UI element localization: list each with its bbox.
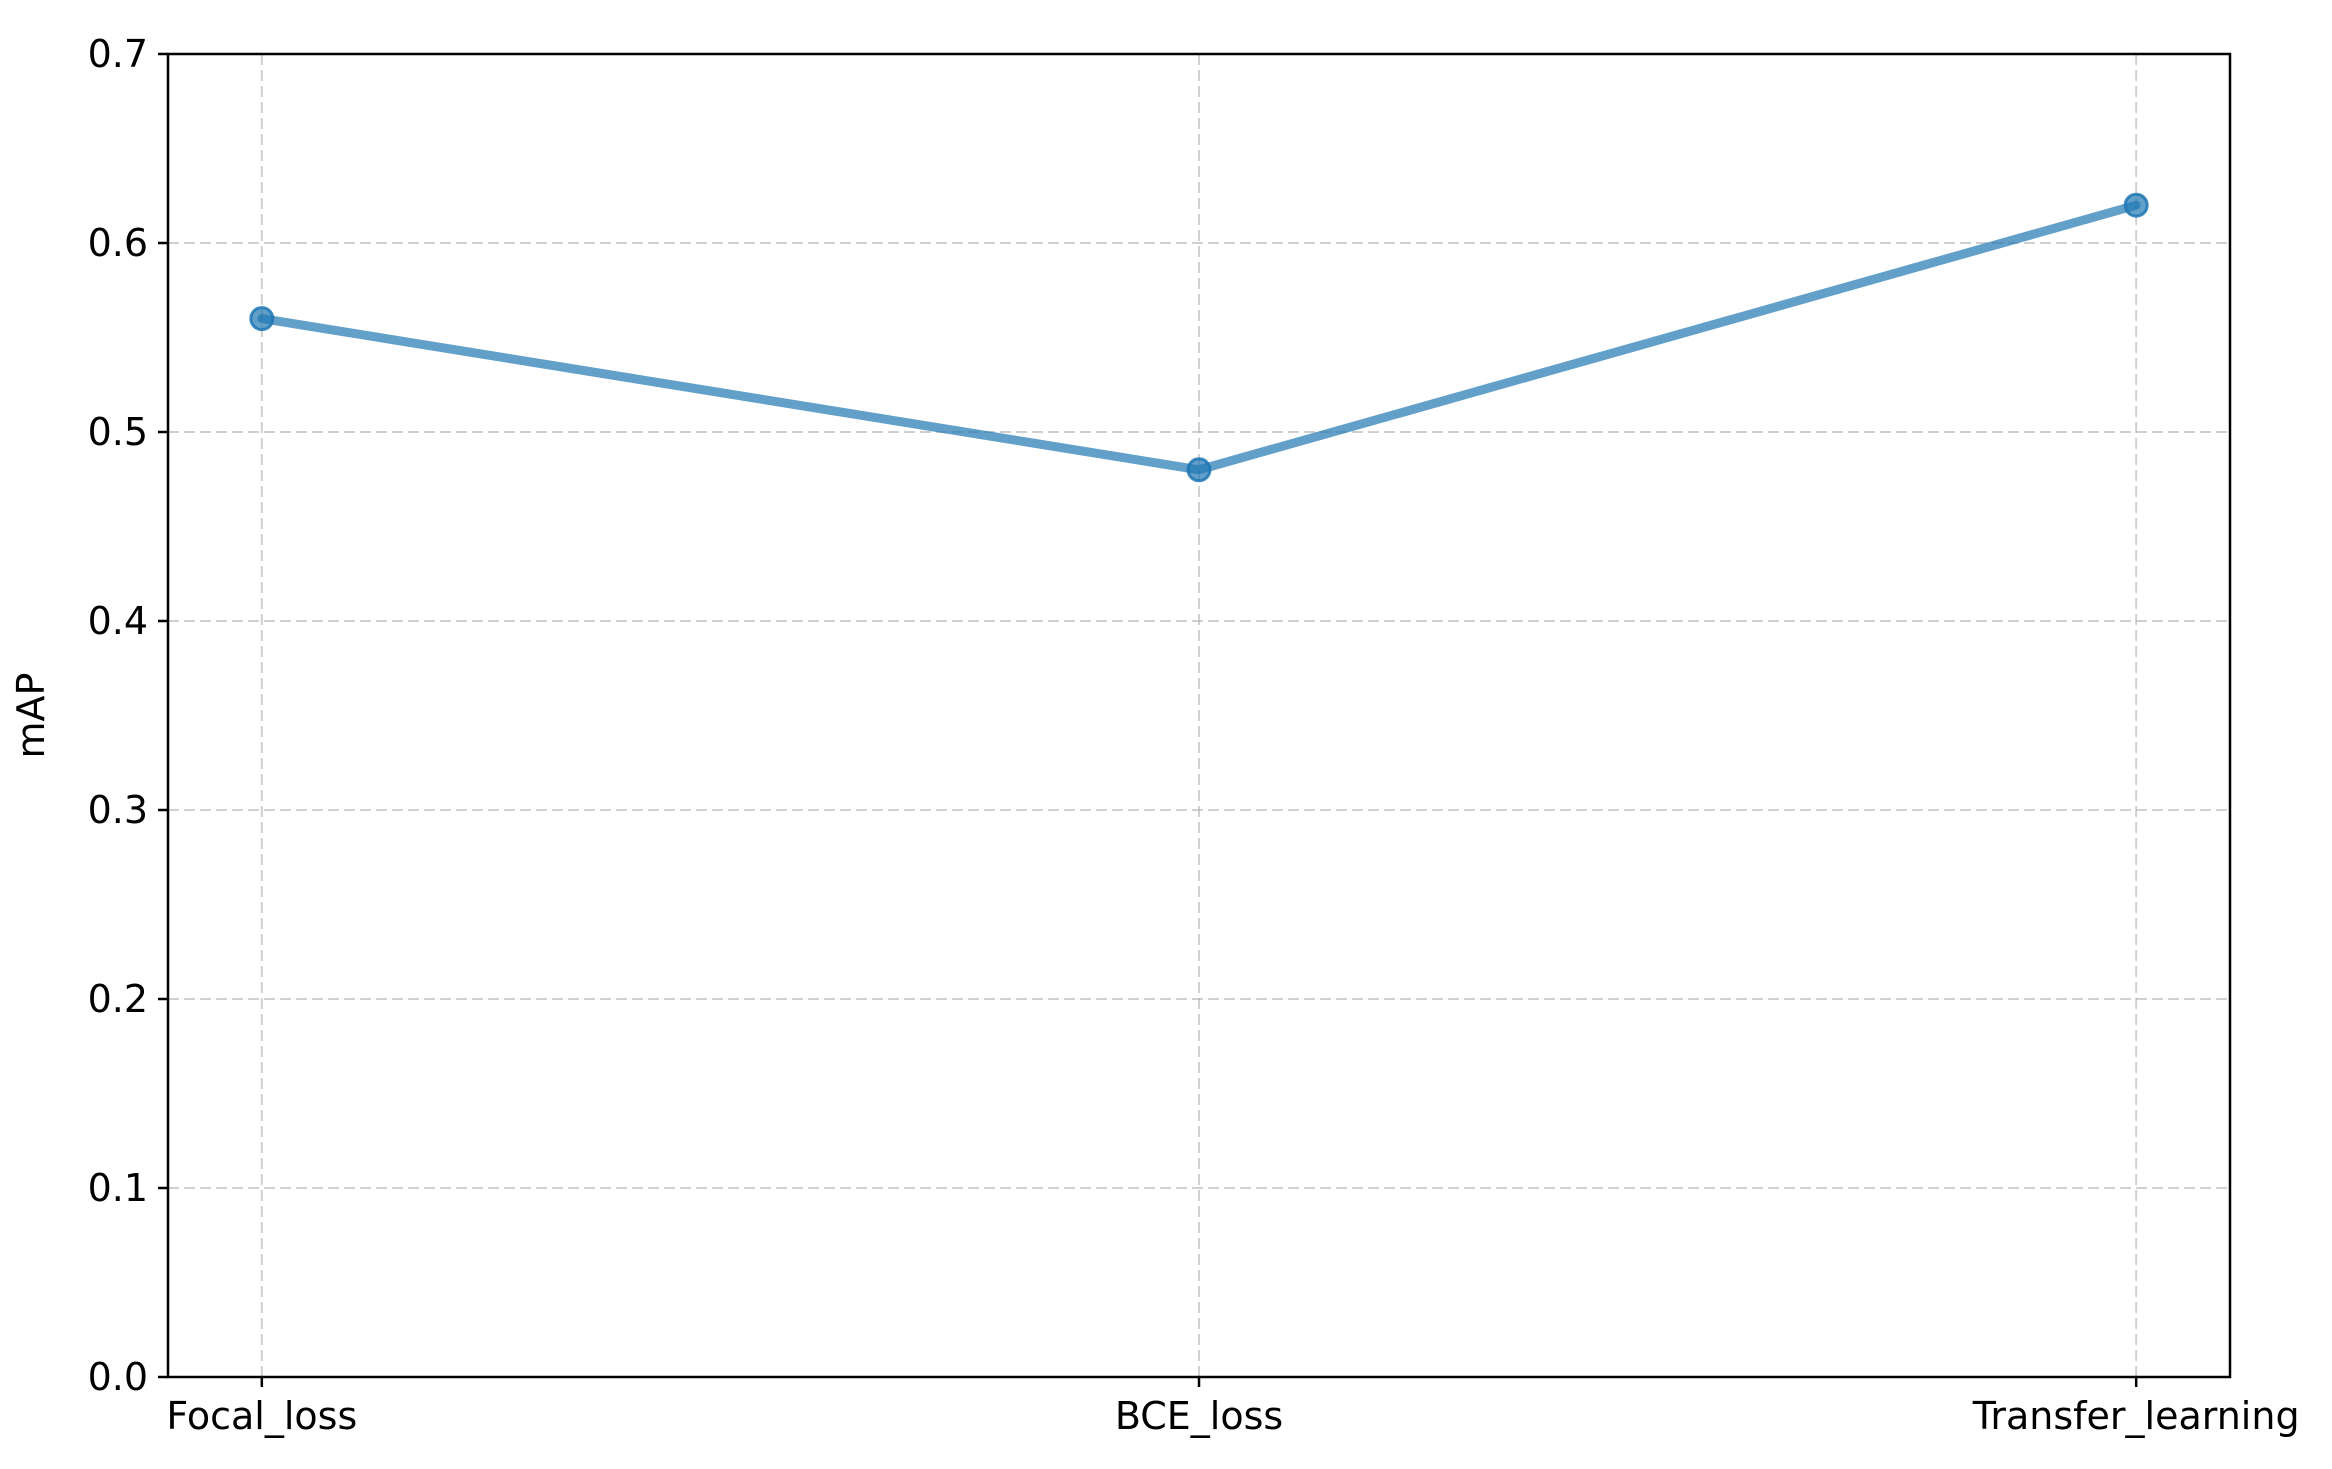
y-axis-label: mAP bbox=[9, 673, 53, 759]
x-tick-label: Focal_loss bbox=[166, 1394, 357, 1438]
y-tick-label: 0.3 bbox=[88, 788, 148, 832]
axis-ticks: 0.0 0.1 0.2 0.3 0.4 0.5 0.6 0.7 Focal_loss BCE_lo… bbox=[88, 32, 2300, 1438]
y-tick-label: 0.5 bbox=[88, 410, 148, 454]
y-tick-label: 0.6 bbox=[88, 221, 148, 265]
y-tick-label: 0.0 bbox=[88, 1355, 148, 1399]
grid-lines bbox=[168, 53, 2230, 1378]
y-tick-label: 0.4 bbox=[88, 599, 148, 643]
y-tick-label: 0.1 bbox=[88, 1166, 148, 1210]
series-layer bbox=[249, 192, 2149, 483]
x-tick-label: Transfer_learning bbox=[1972, 1394, 2300, 1438]
data-point bbox=[1186, 457, 1212, 483]
data-point bbox=[2123, 192, 2149, 218]
y-tick-label: 0.7 bbox=[88, 32, 148, 76]
x-tick-label: BCE_loss bbox=[1115, 1394, 1283, 1438]
y-tick-label: 0.2 bbox=[88, 977, 148, 1021]
data-point bbox=[249, 306, 275, 332]
